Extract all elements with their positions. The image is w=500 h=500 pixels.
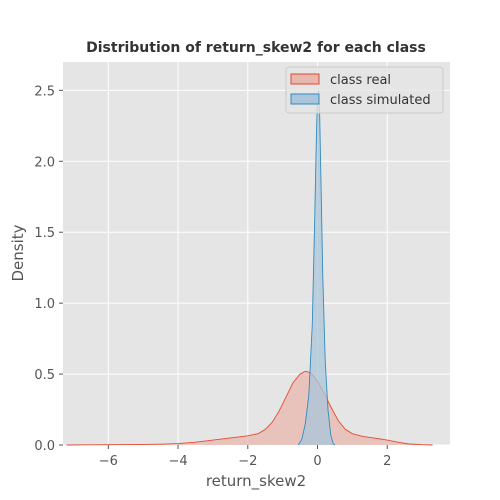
axis-ticks: −6 −4 −2 0 2 0.0 0.5 1.0 1.5 2.0 2.5 <box>34 84 391 469</box>
legend-label: class real <box>330 73 391 88</box>
legend-label: class simulated <box>330 93 431 108</box>
y-tick-label: 1.5 <box>34 226 55 241</box>
y-tick-label: 0.5 <box>34 368 55 383</box>
x-tick-label: 0 <box>313 454 321 469</box>
y-tick-label: 0.0 <box>34 439 55 454</box>
y-tick-label: 2.0 <box>34 155 55 170</box>
density-area <box>298 90 335 446</box>
x-tick-label: 2 <box>383 454 391 469</box>
legend-swatch <box>290 93 320 105</box>
legend-swatch <box>290 73 320 85</box>
y-tick-label: 2.5 <box>34 84 55 99</box>
plot-area <box>63 62 450 445</box>
x-tick-label: −2 <box>238 454 257 469</box>
legend-box <box>285 66 444 114</box>
y-axis-label: Density <box>9 224 27 281</box>
x-tick-label: −6 <box>99 454 118 469</box>
density-area <box>66 371 433 445</box>
chart-title: Distribution of return_skew2 for each cl… <box>86 40 426 56</box>
density-line <box>66 370 433 446</box>
y-tick-label: 1.0 <box>34 297 55 312</box>
legend: class real class simulated <box>285 66 444 114</box>
x-axis-label: return_skew2 <box>206 472 306 491</box>
x-tick-label: −4 <box>168 454 187 469</box>
